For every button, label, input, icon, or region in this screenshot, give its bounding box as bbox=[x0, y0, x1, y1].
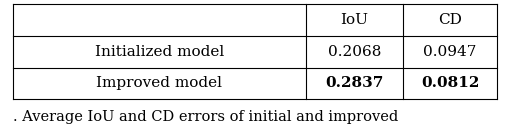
Text: . Average IoU and CD errors of initial and improved: . Average IoU and CD errors of initial a… bbox=[13, 110, 397, 124]
Text: 0.0947: 0.0947 bbox=[422, 45, 476, 59]
Text: 0.0812: 0.0812 bbox=[420, 76, 478, 91]
Text: Initialized model: Initialized model bbox=[95, 45, 223, 59]
Text: Improved model: Improved model bbox=[96, 76, 222, 91]
Text: CD: CD bbox=[437, 13, 461, 27]
Text: 0.2068: 0.2068 bbox=[327, 45, 380, 59]
Text: 0.2837: 0.2837 bbox=[325, 76, 383, 91]
Text: IoU: IoU bbox=[340, 13, 367, 27]
